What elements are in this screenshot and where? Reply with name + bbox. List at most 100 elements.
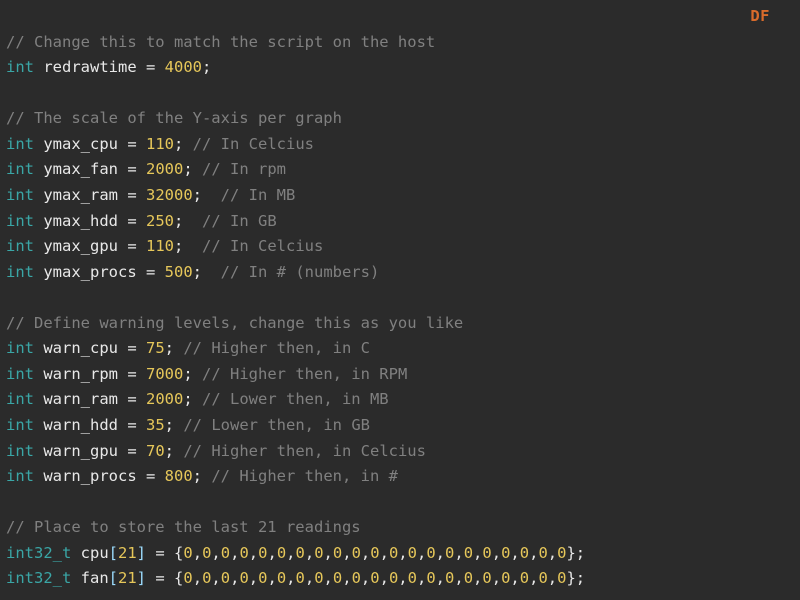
code-editor-viewport[interactable]: // Change this to match the script on th… bbox=[0, 0, 800, 592]
code-line bbox=[6, 285, 794, 311]
code-line bbox=[6, 4, 794, 30]
brace-open: { bbox=[174, 544, 183, 562]
trailing-comment: // In Celcius bbox=[183, 237, 323, 255]
number-literal: 110 bbox=[146, 237, 174, 255]
number-literal: 0 bbox=[296, 544, 305, 562]
code-line: int ymax_ram = 32000; // In MB bbox=[6, 183, 794, 209]
number-literal: 0 bbox=[426, 544, 435, 562]
semicolon: ; bbox=[165, 416, 174, 434]
identifier: warn_cpu bbox=[34, 339, 127, 357]
type-keyword: int bbox=[6, 237, 34, 255]
number-literal: 35 bbox=[146, 416, 165, 434]
code-line: // Define warning levels, change this as… bbox=[6, 311, 794, 337]
semicolon: ; bbox=[183, 390, 192, 408]
comma: , bbox=[193, 544, 202, 562]
comma: , bbox=[510, 569, 519, 587]
type-keyword: int bbox=[6, 263, 34, 281]
number-literal: 0 bbox=[464, 544, 473, 562]
number-literal: 0 bbox=[538, 569, 547, 587]
number-literal: 0 bbox=[314, 544, 323, 562]
semicolon: ; bbox=[183, 160, 192, 178]
semicolon: ; bbox=[193, 186, 202, 204]
code-line: int warn_ram = 2000; // Lower then, in M… bbox=[6, 387, 794, 413]
code-line bbox=[6, 490, 794, 516]
number-literal: 0 bbox=[520, 569, 529, 587]
operator-equals: = bbox=[127, 390, 146, 408]
number-literal: 0 bbox=[389, 544, 398, 562]
bracket-close: ] bbox=[137, 569, 146, 587]
number-literal: 0 bbox=[333, 569, 342, 587]
operator-equals: = bbox=[127, 416, 146, 434]
type-keyword: int32_t bbox=[6, 544, 71, 562]
number-literal: 0 bbox=[464, 569, 473, 587]
code-line: int warn_rpm = 7000; // Higher then, in … bbox=[6, 362, 794, 388]
type-keyword: int bbox=[6, 339, 34, 357]
operator-equals: = bbox=[146, 58, 165, 76]
identifier: warn_procs bbox=[34, 467, 146, 485]
operator-equals: = bbox=[127, 237, 146, 255]
number-literal: 0 bbox=[445, 569, 454, 587]
type-keyword: int bbox=[6, 160, 34, 178]
number-literal: 0 bbox=[221, 569, 230, 587]
comma: , bbox=[492, 544, 501, 562]
comma: , bbox=[249, 569, 258, 587]
identifier: warn_hdd bbox=[34, 416, 127, 434]
number-literal: 0 bbox=[520, 544, 529, 562]
code-line: // Place to store the last 21 readings bbox=[6, 515, 794, 541]
number-literal: 0 bbox=[538, 544, 547, 562]
bracket-open: [ bbox=[109, 544, 118, 562]
comma: , bbox=[473, 569, 482, 587]
operator-equals: = bbox=[127, 135, 146, 153]
trailing-comment: // In Celcius bbox=[183, 135, 314, 153]
comma: , bbox=[548, 569, 557, 587]
trailing-comment: // Lower then, in GB bbox=[174, 416, 370, 434]
trailing-comment: // In MB bbox=[202, 186, 295, 204]
comment: // Change this to match the script on th… bbox=[6, 33, 435, 51]
code-line: int32_t fan[21] = {0,0,0,0,0,0,0,0,0,0,0… bbox=[6, 566, 794, 592]
bracket-close: ] bbox=[137, 544, 146, 562]
number-literal: 0 bbox=[408, 569, 417, 587]
number-literal: 0 bbox=[408, 544, 417, 562]
comma: , bbox=[473, 544, 482, 562]
number-literal: 0 bbox=[277, 569, 286, 587]
number-literal: 2000 bbox=[146, 160, 183, 178]
code-line: int ymax_fan = 2000; // In rpm bbox=[6, 157, 794, 183]
number-literal: 0 bbox=[296, 569, 305, 587]
number-literal: 0 bbox=[482, 544, 491, 562]
code-line: int32_t cpu[21] = {0,0,0,0,0,0,0,0,0,0,0… bbox=[6, 541, 794, 567]
operator-equals: = bbox=[127, 186, 146, 204]
comma: , bbox=[342, 569, 351, 587]
operator-equals: = bbox=[127, 160, 146, 178]
number-literal: 800 bbox=[165, 467, 193, 485]
number-literal: 0 bbox=[314, 569, 323, 587]
code-line: int ymax_hdd = 250; // In GB bbox=[6, 209, 794, 235]
comma: , bbox=[436, 569, 445, 587]
brace-open: { bbox=[174, 569, 183, 587]
brace-close: }; bbox=[566, 569, 585, 587]
comma: , bbox=[454, 569, 463, 587]
operator-equals: = bbox=[155, 544, 174, 562]
number-literal: 0 bbox=[370, 544, 379, 562]
comma: , bbox=[510, 544, 519, 562]
number-literal: 0 bbox=[389, 569, 398, 587]
comment: // The scale of the Y-axis per graph bbox=[6, 109, 342, 127]
type-keyword: int bbox=[6, 58, 34, 76]
comma: , bbox=[417, 544, 426, 562]
code-line: int warn_procs = 800; // Higher then, in… bbox=[6, 464, 794, 490]
semicolon: ; bbox=[165, 339, 174, 357]
semicolon: ; bbox=[174, 135, 183, 153]
semicolon: ; bbox=[174, 237, 183, 255]
semicolon: ; bbox=[165, 442, 174, 460]
operator-equals: = bbox=[127, 339, 146, 357]
comma: , bbox=[267, 569, 276, 587]
badge-df: DF bbox=[750, 4, 770, 30]
comma: , bbox=[193, 569, 202, 587]
semicolon: ; bbox=[202, 58, 211, 76]
number-literal: 0 bbox=[501, 569, 510, 587]
array-size: 21 bbox=[118, 569, 137, 587]
semicolon: ; bbox=[193, 467, 202, 485]
type-keyword: int32_t bbox=[6, 569, 71, 587]
comma: , bbox=[211, 544, 220, 562]
identifier: warn_rpm bbox=[34, 365, 127, 383]
comment: // Define warning levels, change this as… bbox=[6, 314, 463, 332]
